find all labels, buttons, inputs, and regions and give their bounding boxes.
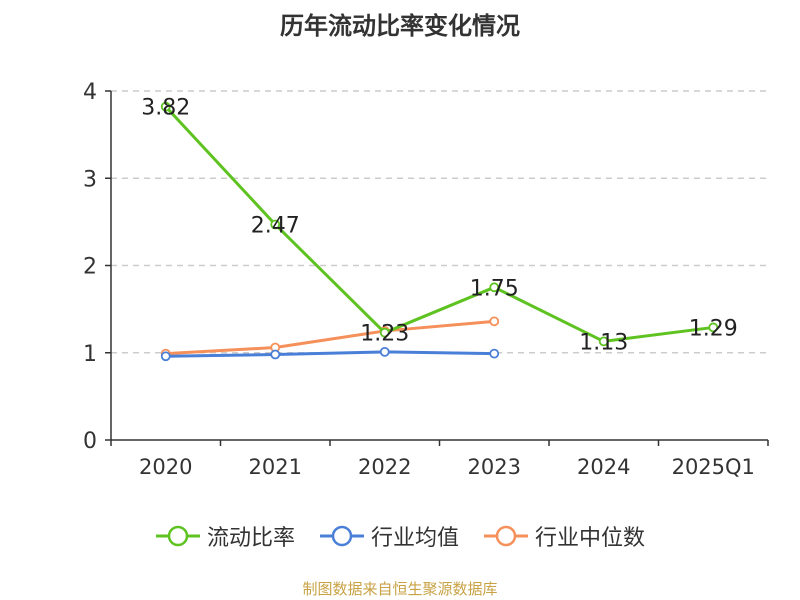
- legend-item-industry-mean[interactable]: 行业均值: [319, 520, 459, 552]
- data-label: 2.47: [251, 213, 300, 238]
- x-tick-label: 2021: [249, 455, 302, 479]
- data-point: [160, 351, 171, 362]
- data-label: 1.29: [689, 316, 738, 341]
- series-line: [164, 105, 714, 343]
- x-tick-label: 2025Q1: [672, 455, 755, 479]
- data-point: [379, 346, 390, 357]
- series-line: [165, 319, 495, 356]
- source-note: 制图数据来自恒生聚源数据库: [302, 580, 498, 598]
- x-tick-label: 2024: [577, 455, 630, 479]
- data-point: [489, 348, 500, 359]
- y-tick-label: 4: [83, 80, 97, 105]
- data-label: 1.75: [470, 276, 519, 301]
- grid-lines: [111, 90, 768, 354]
- data-point: [270, 219, 281, 230]
- legend-label: 流动比率: [206, 526, 295, 551]
- legend-line-icon: [484, 525, 528, 547]
- data-label: 1.13: [579, 330, 628, 355]
- legend-label: 行业均值: [370, 526, 459, 551]
- x-tick-label: 2022: [358, 455, 411, 479]
- legend-item-industry-median[interactable]: 行业中位数: [483, 520, 645, 552]
- data-point: [708, 322, 719, 333]
- legend-item-current-ratio[interactable]: 流动比率: [155, 520, 295, 552]
- x-tick-label: 2020: [139, 455, 192, 479]
- y-tick-label: 0: [83, 429, 97, 454]
- x-tick-label: 2023: [468, 455, 521, 479]
- chart-title: 历年流动比率变化情况: [280, 12, 520, 40]
- legend-label: 行业中位数: [535, 526, 646, 551]
- legend-line-icon: [319, 525, 364, 547]
- y-tick-label: 1: [83, 342, 97, 367]
- data-point: [379, 327, 390, 338]
- data-point: [598, 336, 609, 347]
- data-point: [270, 349, 281, 360]
- series: [160, 101, 719, 362]
- data-point: [489, 316, 500, 327]
- axes: 0 1 2 3 4 2020 2021 2022 2023 2024 2025Q1: [83, 80, 769, 479]
- data-labels: 3.82 2.47 1.23 1.75 1.13 1.29: [141, 96, 737, 356]
- data-label: 1.23: [360, 322, 409, 347]
- legend: 流动比率 行业均值 行业中位数: [0, 520, 800, 552]
- y-tick-label: 2: [83, 255, 97, 280]
- data-point: [489, 282, 500, 293]
- data-point: [160, 101, 171, 112]
- y-tick-label: 3: [83, 167, 97, 192]
- data-label: 3.82: [141, 96, 190, 121]
- legend-line-icon: [155, 525, 200, 547]
- series-line: [165, 350, 495, 358]
